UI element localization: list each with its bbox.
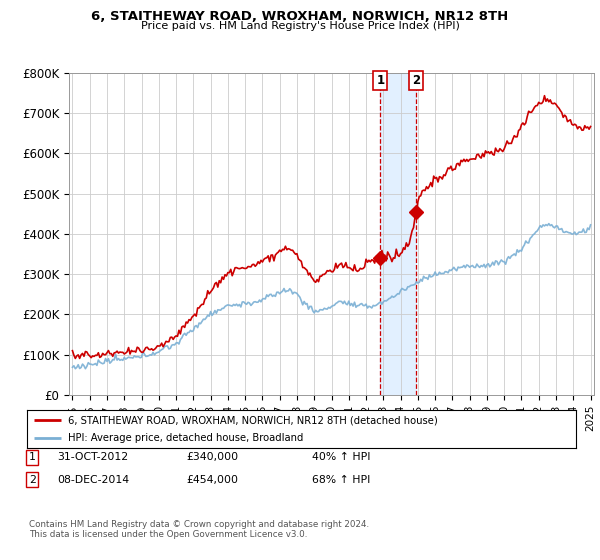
Text: Contains HM Land Registry data © Crown copyright and database right 2024.
This d: Contains HM Land Registry data © Crown c… <box>29 520 369 539</box>
Text: 6, STAITHEWAY ROAD, WROXHAM, NORWICH, NR12 8TH: 6, STAITHEWAY ROAD, WROXHAM, NORWICH, NR… <box>91 10 509 23</box>
Text: Price paid vs. HM Land Registry's House Price Index (HPI): Price paid vs. HM Land Registry's House … <box>140 21 460 31</box>
Text: £454,000: £454,000 <box>186 475 238 485</box>
Text: 08-DEC-2014: 08-DEC-2014 <box>57 475 129 485</box>
Text: 1: 1 <box>29 452 35 463</box>
Text: 2: 2 <box>412 74 421 87</box>
Text: 40% ↑ HPI: 40% ↑ HPI <box>312 452 371 463</box>
Text: 2: 2 <box>29 475 35 485</box>
Text: HPI: Average price, detached house, Broadland: HPI: Average price, detached house, Broa… <box>68 433 304 444</box>
Text: 31-OCT-2012: 31-OCT-2012 <box>57 452 128 463</box>
Text: £340,000: £340,000 <box>186 452 238 463</box>
Text: 1: 1 <box>376 74 385 87</box>
Text: 6, STAITHEWAY ROAD, WROXHAM, NORWICH, NR12 8TH (detached house): 6, STAITHEWAY ROAD, WROXHAM, NORWICH, NR… <box>68 415 438 425</box>
Bar <box>380 73 416 395</box>
Text: 68% ↑ HPI: 68% ↑ HPI <box>312 475 370 485</box>
